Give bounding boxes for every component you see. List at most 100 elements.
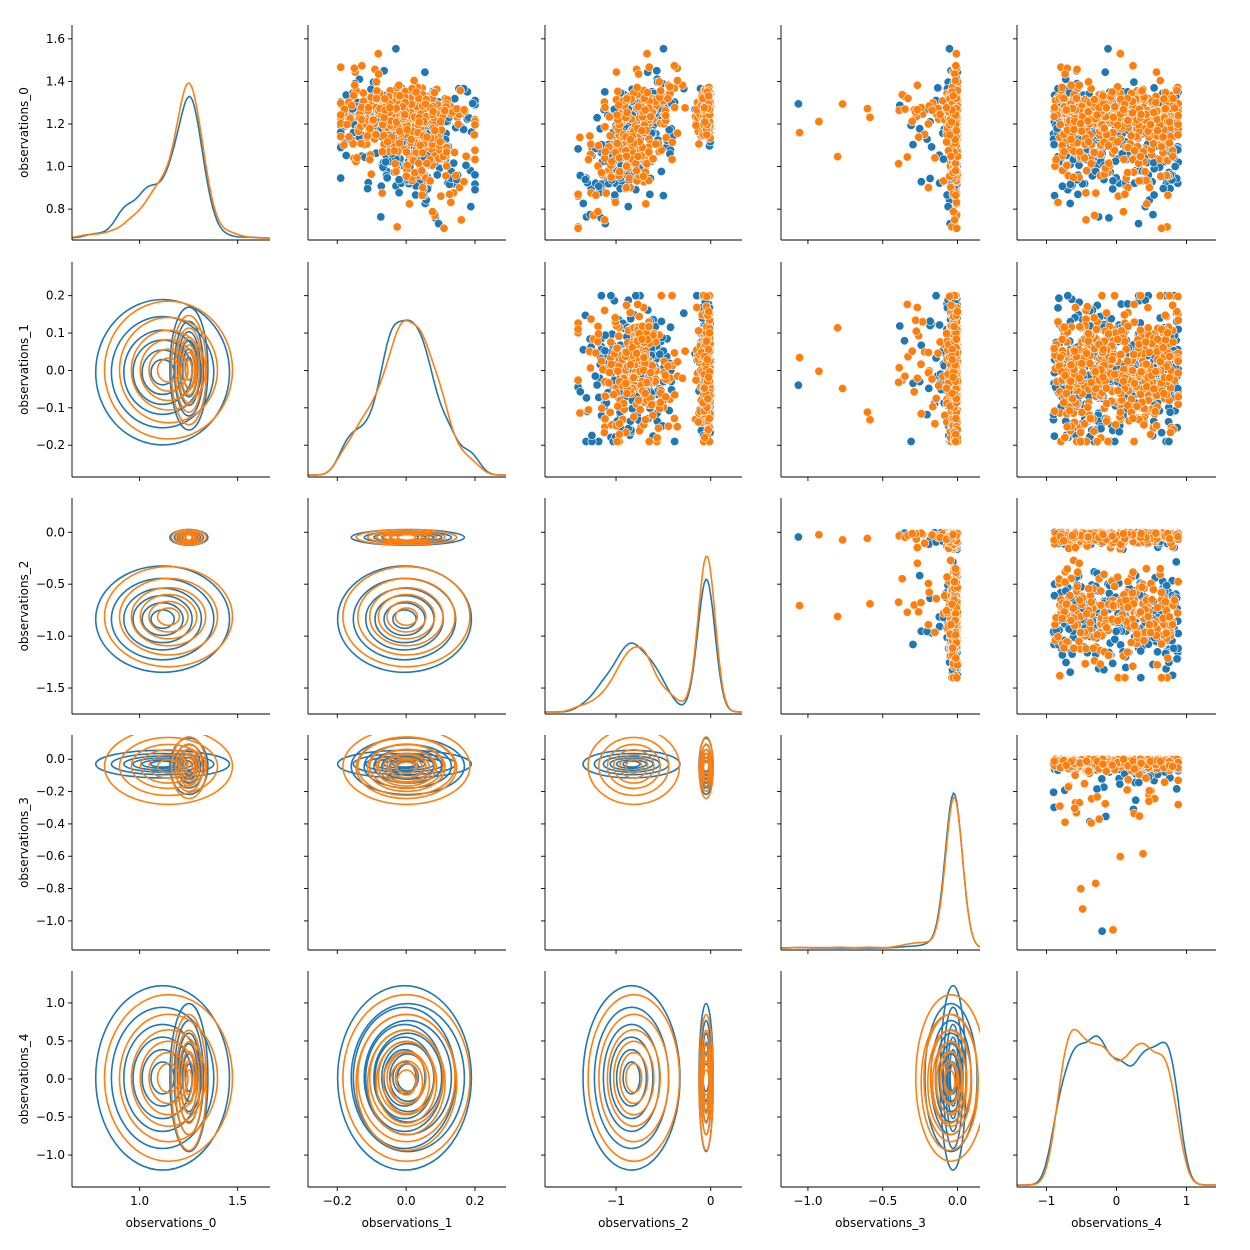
scatter-point	[1059, 93, 1069, 103]
scatter-point	[573, 375, 583, 385]
scatter-point	[652, 66, 662, 76]
scatter-point	[644, 147, 654, 157]
scatter-point	[631, 291, 641, 301]
scatter-point	[1075, 147, 1085, 157]
scatter-point	[654, 77, 664, 87]
scatter-point	[793, 380, 803, 390]
scatter-point	[372, 86, 382, 96]
scatter-point	[644, 62, 654, 72]
scatter-point	[699, 383, 709, 393]
scatter-point	[934, 381, 944, 391]
panel-r0-c3	[777, 25, 980, 244]
kde-contour	[130, 329, 207, 411]
scatter-point	[590, 371, 600, 381]
scatter-point	[629, 373, 639, 383]
scatter-point	[1092, 110, 1102, 120]
scatter-point	[703, 394, 713, 404]
scatter-point	[451, 171, 461, 181]
scatter-point	[409, 76, 419, 86]
scatter-point	[373, 49, 383, 59]
scatter-point	[703, 344, 713, 354]
scatter-point	[1080, 153, 1090, 163]
kde-contour	[94, 298, 231, 446]
scatter-point	[383, 137, 393, 147]
scatter-point	[573, 189, 583, 199]
scatter-point	[1164, 138, 1174, 148]
scatter-point	[596, 291, 606, 301]
scatter-point	[661, 133, 671, 143]
scatter-point	[1173, 130, 1183, 140]
scatter-point	[1158, 132, 1168, 142]
scatter-point	[605, 131, 615, 141]
scatter-point	[1136, 110, 1146, 120]
kde-contour	[182, 351, 196, 389]
scatter-point	[646, 368, 656, 378]
scatter-point	[691, 375, 701, 385]
scatter-point	[376, 212, 386, 222]
y-tick-label: 1.6	[46, 32, 65, 46]
scatter-point	[461, 151, 471, 161]
scatter-point	[895, 321, 905, 331]
scatter-point	[592, 113, 602, 123]
scatter-point	[1100, 67, 1110, 77]
scatter-point	[401, 171, 411, 181]
scatter-point	[1110, 145, 1120, 155]
scatter-point	[575, 408, 585, 418]
scatter-point	[1060, 69, 1070, 79]
scatter-point	[585, 131, 595, 141]
scatter-point	[1110, 102, 1120, 112]
scatter-point	[1152, 126, 1162, 136]
scatter-point	[1069, 125, 1079, 135]
scatter-point	[903, 93, 913, 103]
scatter-point	[640, 415, 650, 425]
scatter-point	[951, 166, 961, 176]
scatter-point	[669, 413, 679, 423]
scatter-point	[679, 308, 689, 318]
scatter-point	[1051, 155, 1061, 165]
scatter-point	[645, 189, 655, 199]
scatter-point	[459, 177, 469, 187]
scatter-point	[342, 120, 352, 130]
scatter-point	[621, 347, 631, 357]
kde-contour	[103, 300, 234, 440]
scatter-point	[432, 170, 442, 180]
scatter-point	[429, 88, 439, 98]
scatter-point	[336, 173, 346, 183]
panel-r1-c0: −0.2−0.10.00.10.2	[36, 262, 270, 481]
scatter-point	[600, 147, 610, 157]
scatter-point	[642, 377, 652, 387]
scatter-point	[586, 139, 596, 149]
scatter-point	[599, 427, 609, 437]
scatter-point	[938, 154, 948, 164]
scatter-point	[648, 410, 658, 420]
scatter-point	[944, 44, 954, 54]
scatter-point	[593, 337, 603, 347]
scatter-point	[693, 417, 703, 427]
scatter-point	[1084, 137, 1094, 147]
scatter-point	[950, 215, 960, 225]
scatter-point	[1115, 49, 1125, 59]
scatter-point	[909, 387, 919, 397]
scatter-point	[634, 311, 644, 321]
scatter-point	[600, 391, 610, 401]
scatter-point	[601, 188, 611, 198]
y-tick-label: 0.2	[46, 289, 65, 303]
scatter-point	[661, 392, 671, 402]
scatter-point	[436, 117, 446, 127]
scatter-point	[916, 177, 926, 187]
scatter-point	[1049, 112, 1059, 122]
scatter-point	[640, 105, 650, 115]
scatter-point	[1123, 168, 1133, 178]
scatter-point	[1173, 111, 1183, 121]
scatter-point	[614, 100, 624, 110]
scatter-point	[1071, 93, 1081, 103]
scatter-point	[470, 170, 480, 180]
scatter-point	[670, 436, 680, 446]
scatter-point	[1104, 213, 1114, 223]
scatter-point	[624, 173, 634, 183]
scatter-point	[461, 160, 471, 170]
scatter-point	[442, 161, 452, 171]
scatter-point	[591, 348, 601, 358]
scatter-point	[1128, 108, 1138, 118]
scatter-point	[663, 421, 673, 431]
